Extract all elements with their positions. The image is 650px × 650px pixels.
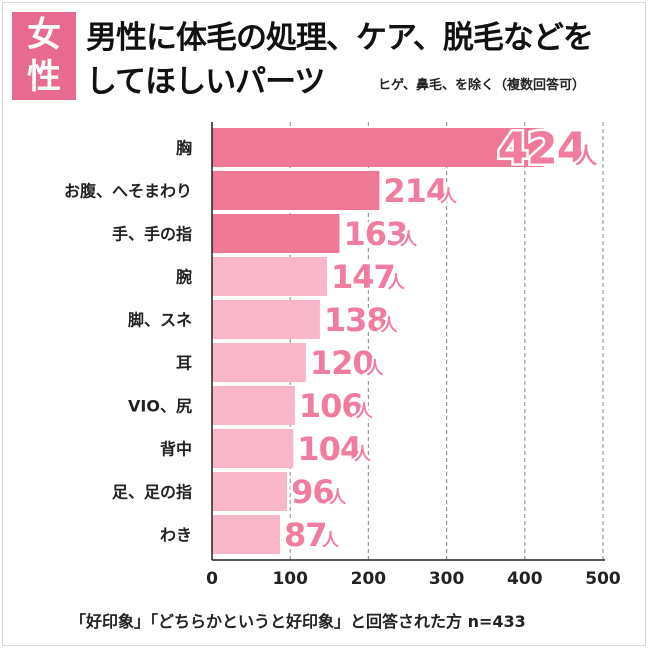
data-label-unit: 人 <box>356 402 374 422</box>
data-label: 120 <box>310 344 374 382</box>
data-label-unit: 人 <box>400 230 418 250</box>
data-label: 96 <box>291 473 334 511</box>
bar <box>212 171 380 210</box>
tick-label: 300 <box>429 569 465 589</box>
category-label: 耳 <box>176 354 192 373</box>
bar <box>212 515 281 554</box>
bar <box>212 257 327 296</box>
category-label: 脚、スネ <box>128 311 192 330</box>
category-label: お腹、へそまわり <box>64 182 192 201</box>
chart-title-line-2: してほしいパーツ <box>86 64 325 100</box>
data-label: 87 <box>284 516 327 554</box>
data-label-unit: 人 <box>367 359 385 379</box>
category-label: 胸 <box>176 139 192 158</box>
data-label-unit: 人 <box>440 187 458 207</box>
tick-label: 500 <box>585 569 621 589</box>
bar <box>212 128 544 167</box>
data-label: 138 <box>324 301 388 339</box>
data-label-unit: 人 <box>388 273 406 293</box>
category-label: 足、足の指 <box>112 483 192 502</box>
chart-title-line-1: 男性に体毛の処理、ケア、脱毛などを <box>86 20 594 56</box>
data-label: 104 <box>297 430 361 468</box>
bar <box>212 429 294 468</box>
data-label-unit: 人 <box>329 488 347 508</box>
chart-footnote: 「好印象」「どちらかというと好印象」と回答された方 n=433 <box>70 612 526 631</box>
category-label: 腕 <box>176 268 192 287</box>
gender-badge: 女 性 <box>12 12 76 100</box>
category-label: 背中 <box>160 440 192 459</box>
bar <box>212 386 295 425</box>
data-label: 214 <box>383 172 447 210</box>
tick-label: 100 <box>272 569 308 589</box>
data-label: 163 <box>343 215 407 253</box>
tick-label: 200 <box>351 569 387 589</box>
tick-label: 0 <box>206 569 218 589</box>
bar <box>212 343 306 382</box>
chart-subnote: ヒゲ、鼻毛、を除く（複数回答可） <box>378 78 585 93</box>
bar <box>212 300 320 339</box>
category-label: 手、手の指 <box>112 225 192 244</box>
data-label: 424 <box>498 123 587 174</box>
category-label: わき <box>160 526 192 545</box>
data-label-unit: 人 <box>322 531 340 551</box>
data-label-unit: 人 <box>381 316 399 336</box>
badge-line-1: 女 <box>27 15 61 55</box>
bar <box>212 472 288 511</box>
bar <box>212 214 340 253</box>
badge-line-2: 性 <box>27 57 61 97</box>
data-label: 147 <box>331 258 395 296</box>
data-label: 106 <box>299 387 363 425</box>
data-label-unit: 人 <box>354 445 372 465</box>
data-label-unit: 人 <box>575 144 597 169</box>
category-label: VIO、尻 <box>128 397 192 416</box>
tick-label: 400 <box>507 569 543 589</box>
